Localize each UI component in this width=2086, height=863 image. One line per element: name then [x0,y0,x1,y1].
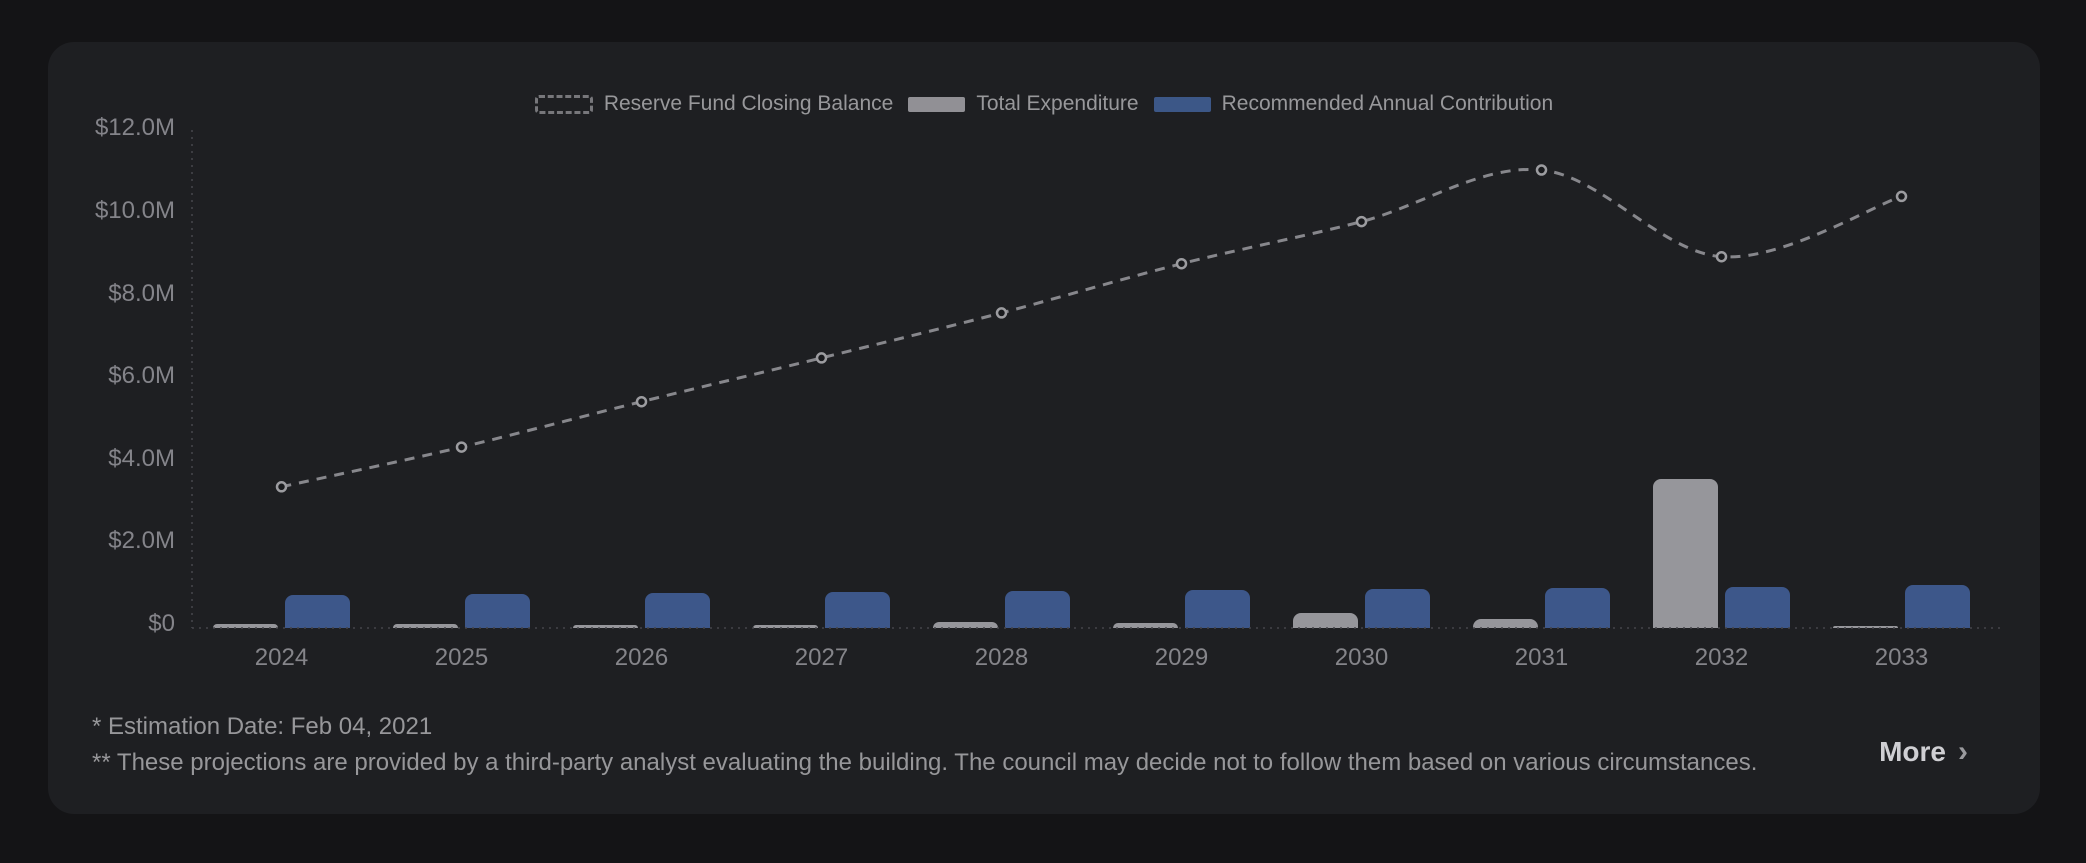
contribution-bar[interactable] [645,593,710,628]
chevron-right-icon: › [1958,735,1968,768]
x-tick-label: 2026 [614,644,669,671]
legend-item-reserve-fund-closing-balance[interactable]: Reserve Fund Closing Balance [534,92,894,116]
contribution-bar[interactable] [285,594,350,628]
expenditure-bar[interactable] [933,622,998,628]
y-tick-label: $4.0M [108,444,175,472]
line-point-marker[interactable] [275,481,288,493]
line-point-marker[interactable] [455,441,468,453]
x-tick-label: 2027 [794,644,849,671]
expenditure-bar[interactable] [213,623,278,628]
more-button[interactable]: More › [1879,736,1968,768]
expenditure-bar[interactable] [753,624,818,628]
expenditure-bar[interactable] [1113,623,1178,628]
line-point-marker[interactable] [1715,250,1728,263]
chart-footnotes: * Estimation Date: Feb 04, 2021 ** These… [92,709,1757,781]
contribution-bar[interactable] [825,592,890,628]
line-point-marker[interactable] [1895,190,1908,203]
x-tick-label: 2030 [1334,644,1389,671]
expenditure-bar[interactable] [1653,478,1718,628]
contribution-bar[interactable] [1725,586,1790,628]
x-tick-label: 2032 [1694,644,1749,671]
line-point-marker[interactable] [1535,164,1548,176]
axis-dotted-lines [191,130,2002,629]
legend-label: Total Expenditure [976,92,1139,115]
x-tick-label: 2033 [1874,644,1929,671]
legend-item-recommended-annual-contribution[interactable]: Recommended Annual Contribution [1153,92,1554,116]
y-tick-label: $10.0M [94,197,175,224]
contribution-bar[interactable] [1365,589,1430,628]
x-tick-label: 2025 [434,644,489,671]
expenditure-bar[interactable] [1833,625,1898,628]
disclaimer-footnote: ** These projections are provided by a t… [92,749,1758,776]
x-tick-label: 2031 [1514,644,1569,671]
y-tick-label: $6.0M [108,362,175,390]
estimation-date-footnote: * Estimation Date: Feb 04, 2021 [92,713,433,740]
expenditure-bar[interactable] [393,623,458,628]
line-point-marker[interactable] [815,352,828,364]
y-tick-label: $12.0M [94,114,175,142]
y-tick-label: $0 [148,610,175,637]
line-point-marker[interactable] [995,307,1008,319]
blue-bar-swatch-icon [1153,96,1211,112]
contribution-bar[interactable] [1005,591,1070,628]
x-tick-label: 2028 [974,644,1029,671]
legend-label: Reserve Fund Closing Balance [603,92,894,115]
expenditure-bar[interactable] [573,625,638,628]
chart-lines-layer [191,130,2002,629]
expenditure-bar[interactable] [1293,613,1358,628]
legend-item-total-expenditure[interactable]: Total Expenditure [908,92,1139,116]
contribution-bar[interactable] [1185,590,1250,628]
chart-legend: Reserve Fund Closing Balance Total Expen… [48,90,2040,118]
more-button-label: More [1879,736,1946,767]
line-point-marker[interactable] [635,395,648,408]
expenditure-bar[interactable] [1473,619,1538,628]
reserve-line-path [281,167,1902,489]
gray-bar-swatch-icon [908,96,966,112]
legend-label: Recommended Annual Contribution [1221,92,1554,115]
y-tick-label: $2.0M [108,527,175,555]
x-tick-label: 2029 [1154,644,1209,671]
contribution-bar[interactable] [1545,587,1610,628]
y-tick-label: $8.0M [108,279,175,307]
line-point-marker[interactable] [1355,215,1368,228]
chart-plot-area: $0 $2.0M $4.0M $6.0M $8.0M $10.0M $12.0M 2024 20… [48,42,2040,814]
x-tick-label: 2024 [254,644,309,671]
dashed-line-swatch-icon [534,94,593,114]
contribution-bar[interactable] [1905,585,1970,628]
line-point-marker[interactable] [1175,257,1188,270]
reserve-fund-chart-card: Reserve Fund Closing Balance Total Expen… [48,42,2040,814]
contribution-bar[interactable] [465,594,530,628]
